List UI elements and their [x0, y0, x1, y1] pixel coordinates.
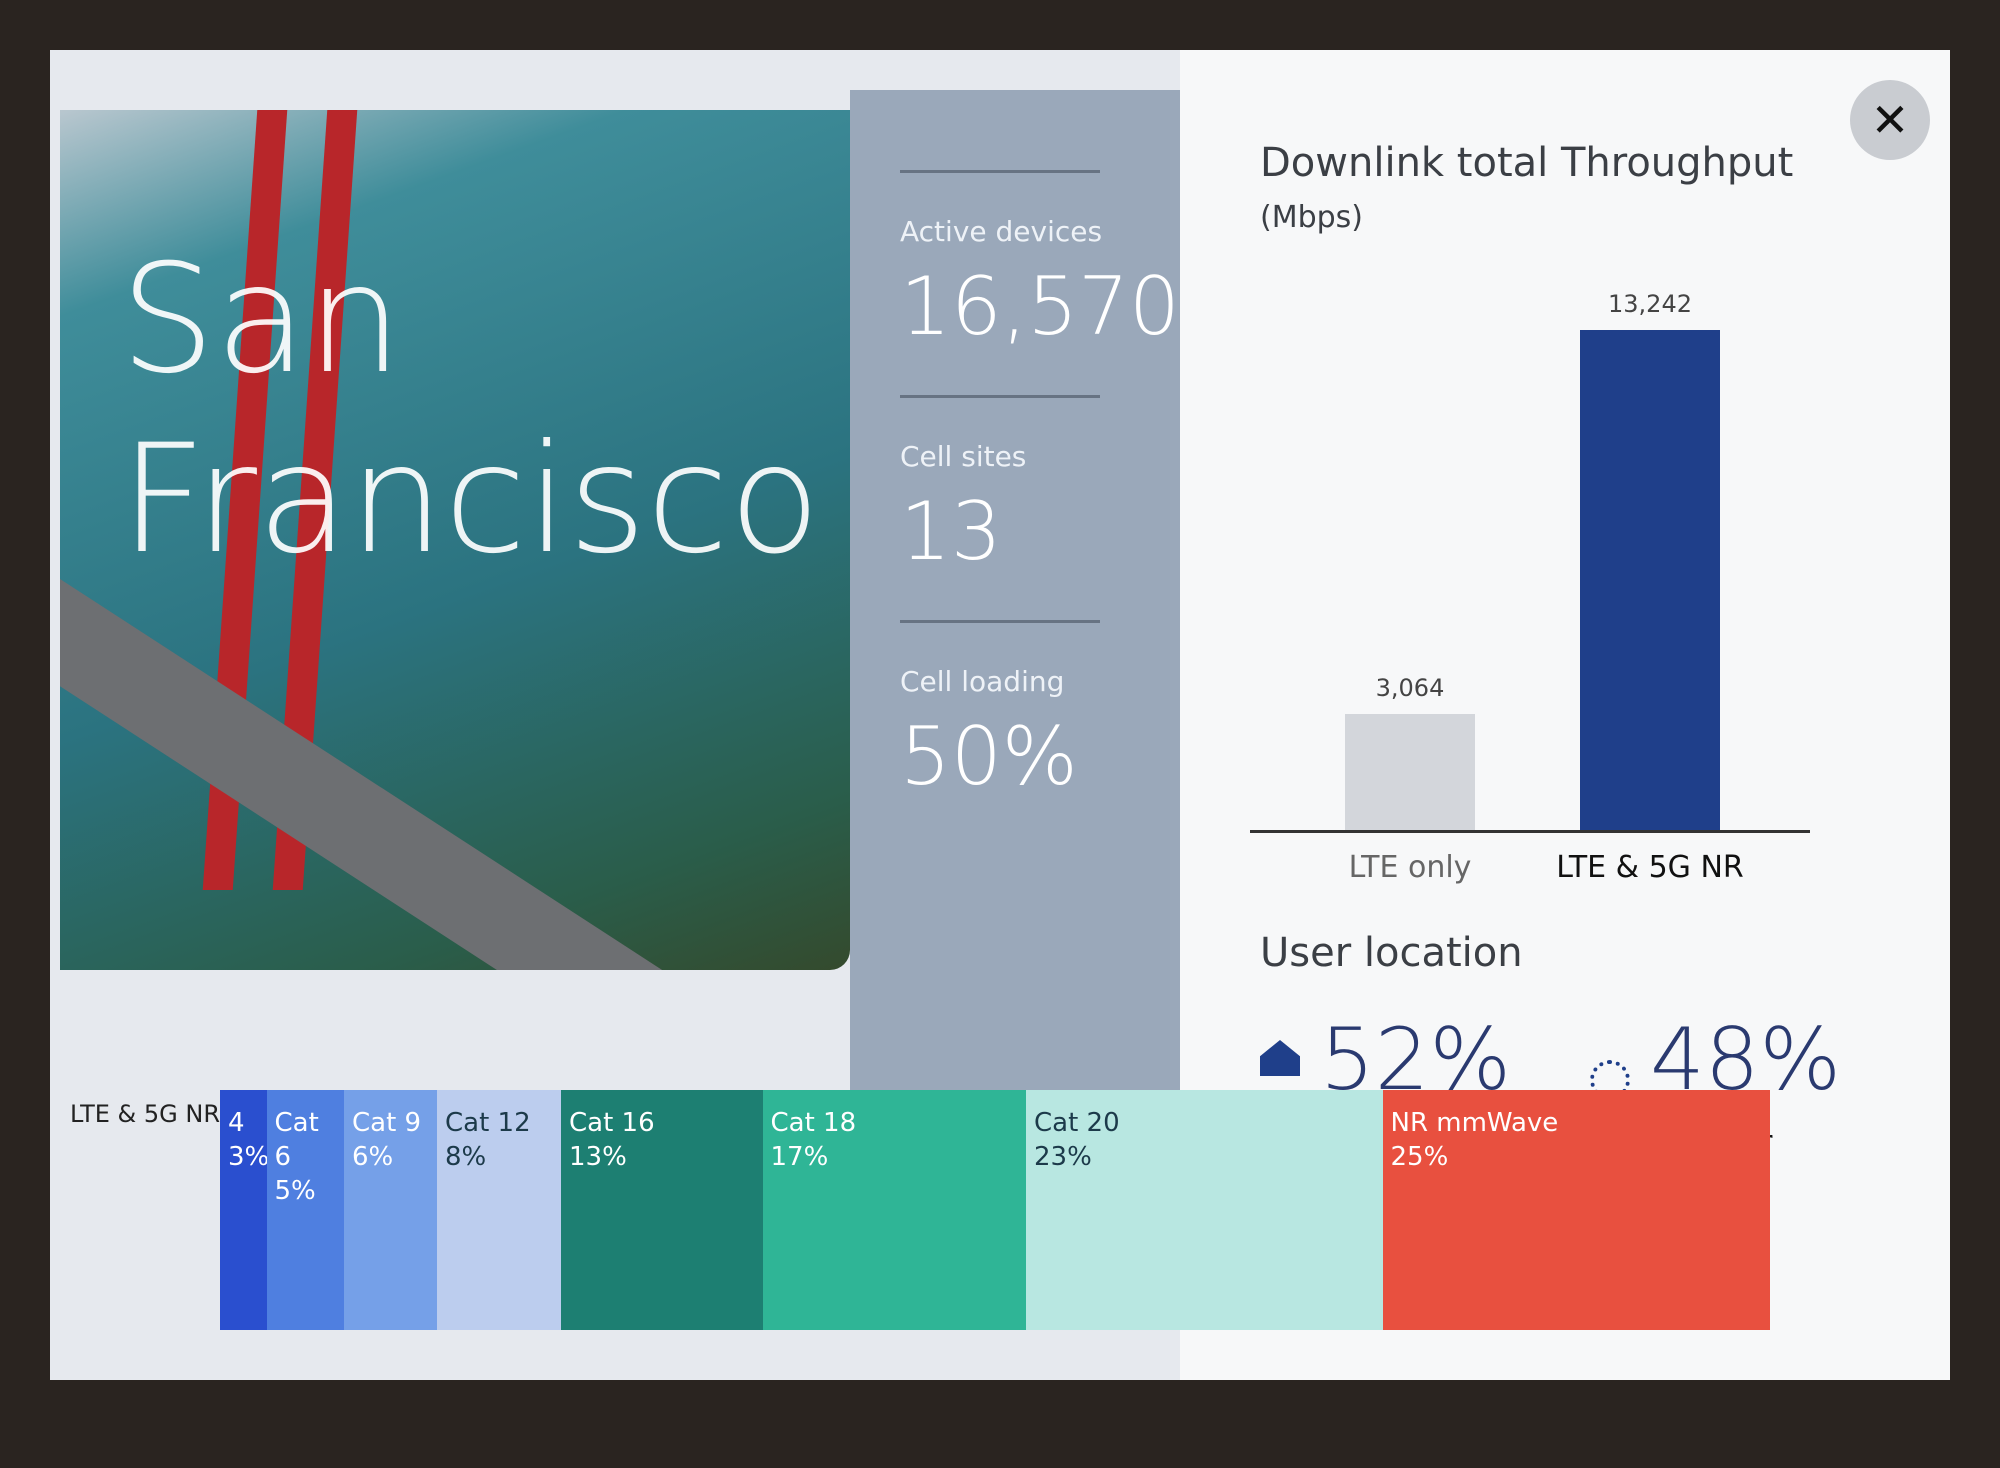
- mix-label: LTE & 5G NR: [70, 1100, 220, 1128]
- segment-name: 4: [228, 1108, 245, 1138]
- mix-segment: 4 3%: [220, 1090, 267, 1330]
- segment-value: 25%: [1390, 1142, 1449, 1172]
- mix-segment: Cat 9 6%: [344, 1090, 437, 1330]
- chart-unit: (Mbps): [1260, 200, 1364, 235]
- value-label: 13,242: [1608, 290, 1692, 318]
- divider: [900, 620, 1100, 623]
- segment-value: 8%: [445, 1142, 487, 1172]
- mix-segment: Cat 20 23%: [1026, 1090, 1383, 1330]
- device-mix-bar: 4 3% Cat 6 5% Cat 9 6% Cat 12 8% Cat 16 13% Cat 18…: [220, 1090, 1770, 1330]
- bridge-deck: [60, 540, 755, 970]
- segment-name: NR mmWave: [1390, 1108, 1559, 1138]
- mix-segment: Cat 16 13%: [561, 1090, 763, 1330]
- segment-name: Cat 18: [770, 1108, 857, 1138]
- bar: [1580, 330, 1720, 830]
- segment-value: 3%: [228, 1142, 267, 1172]
- stat-label: Cell loading: [900, 665, 1065, 698]
- stats-panel: Active devices 16,570 Cell sites 13 Cell loa…: [850, 90, 1190, 1150]
- stat-label: Cell sites: [900, 440, 1027, 473]
- section-title: User location: [1260, 930, 1523, 976]
- home-icon: [1260, 1040, 1300, 1076]
- mix-segment: Cat 18 17%: [762, 1090, 1026, 1330]
- segment-name: Cat 12: [445, 1108, 531, 1138]
- stat-label: Active devices: [900, 215, 1103, 248]
- category-label: LTE & 5G NR: [1556, 850, 1744, 885]
- stat-value: 16,570: [900, 260, 1180, 353]
- city-name: San Francisco: [120, 233, 821, 587]
- divider: [900, 170, 1100, 173]
- segment-name: Cat 9: [352, 1108, 422, 1138]
- bar-chart: 3,064 LTE only 13,242 LTE & 5G NR: [1250, 50, 1810, 885]
- segment-value: 13%: [569, 1142, 627, 1172]
- segment-value: 5%: [274, 1176, 316, 1206]
- city-photo: San Francisco: [60, 110, 850, 970]
- segment-name: Cat 20: [1034, 1108, 1120, 1138]
- mix-segment: Cat 6 5%: [266, 1090, 344, 1330]
- segment-value: 17%: [770, 1142, 829, 1172]
- bar: [1345, 714, 1475, 830]
- mix-segment: Cat 12 8%: [437, 1090, 561, 1330]
- segment-value: 23%: [1034, 1142, 1092, 1172]
- stat-value: 50%: [900, 710, 1078, 803]
- baseline: [1250, 830, 1810, 833]
- divider: [900, 395, 1100, 398]
- segment-name: Cat 6: [274, 1108, 319, 1172]
- value-label: 3,064: [1375, 674, 1445, 703]
- segment-name: Cat 16: [569, 1108, 655, 1138]
- stat-value: 13: [900, 485, 1002, 578]
- close-button[interactable]: ✕: [1850, 80, 1930, 160]
- chart-title: Downlink total Throughput: [1260, 140, 1794, 186]
- category-label: LTE only: [1348, 850, 1472, 885]
- segment-value: 6%: [352, 1142, 394, 1172]
- screen: San Francisco Active devices 16,570 Cell s…: [50, 50, 1950, 1380]
- mix-segment: NR mmWave 25%: [1382, 1090, 1770, 1330]
